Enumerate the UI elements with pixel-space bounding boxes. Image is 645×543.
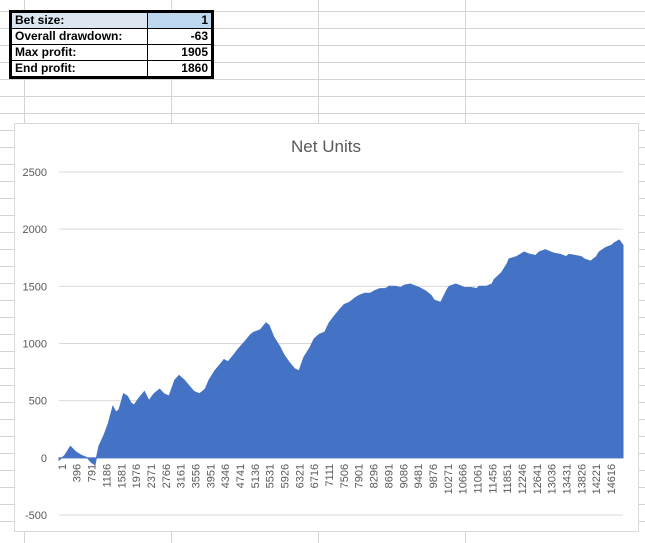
table-row: End profit: 1860 (11, 60, 212, 77)
x-tick-label: 11456 (487, 464, 499, 494)
x-tick-label: 3161 (176, 464, 188, 488)
end-profit-value[interactable]: 1860 (147, 60, 212, 77)
x-tick-label: 13431 (562, 464, 574, 495)
x-tick-label: 4741 (235, 464, 247, 488)
end-profit-label[interactable]: End profit: (11, 60, 148, 77)
x-tick-label: 7111 (324, 464, 336, 487)
x-tick-label: 8691 (383, 464, 395, 488)
x-axis-ticks: 1 396 791 1186 1581 1976 2371 2766 3161 3556 3951 4… (57, 464, 618, 495)
x-tick-label: 2766 (161, 464, 173, 488)
x-tick-label: 9481 (413, 464, 425, 488)
bet-size-value[interactable]: 1 (147, 12, 212, 29)
x-tick-label: 13036 (547, 464, 559, 495)
table-row: Max profit: 1905 (11, 44, 212, 61)
x-tick-label: 396 (72, 464, 84, 482)
x-tick-label: 12246 (517, 464, 529, 495)
x-tick-label: 5136 (250, 464, 262, 488)
y-tick-label: 1000 (23, 339, 47, 351)
series-area (58, 239, 624, 466)
y-tick-label: 2000 (23, 224, 47, 236)
x-tick-label: 5531 (265, 464, 277, 488)
x-tick-label: 10271 (443, 464, 455, 495)
chart-area[interactable]: Net Units -500 0 500 1000 1500 2000 2500 1 396 7… (14, 123, 639, 532)
x-tick-label: 10666 (458, 464, 470, 495)
x-tick-label: 9086 (398, 464, 410, 488)
max-profit-label[interactable]: Max profit: (11, 44, 148, 61)
y-tick-label: 0 (41, 453, 47, 465)
x-tick-label: 3556 (191, 464, 203, 488)
x-tick-label: 7901 (354, 464, 366, 488)
x-tick-label: 12641 (532, 464, 544, 495)
x-tick-label: 791 (87, 464, 99, 482)
bet-size-label[interactable]: Bet size: (11, 12, 148, 29)
x-tick-label: 2371 (146, 464, 158, 488)
x-tick-label: 5926 (280, 464, 292, 488)
y-axis-ticks: -500 0 500 1000 1500 2000 2500 (23, 167, 47, 522)
x-tick-label: 1976 (131, 464, 143, 488)
table-row: Bet size: 1 (11, 12, 212, 29)
max-profit-value[interactable]: 1905 (147, 44, 212, 61)
x-tick-label: 14616 (606, 464, 618, 495)
x-tick-label: 4346 (220, 464, 232, 488)
x-tick-label: 6321 (294, 464, 306, 488)
overall-drawdown-label[interactable]: Overall drawdown: (11, 28, 148, 45)
stats-table: Bet size: 1 Overall drawdown: -63 Max pr… (9, 10, 214, 79)
x-tick-label: 1 (57, 464, 69, 470)
overall-drawdown-value[interactable]: -63 (147, 28, 212, 45)
net-units-series[interactable] (58, 239, 624, 466)
x-tick-label: 6716 (309, 464, 321, 488)
x-tick-label: 11061 (473, 464, 485, 494)
table-row: Overall drawdown: -63 (11, 28, 212, 45)
y-tick-label: 1500 (23, 281, 47, 293)
y-tick-label: -500 (25, 510, 47, 522)
chart-title: Net Units (291, 137, 361, 156)
x-tick-label: 1581 (116, 464, 128, 488)
x-tick-label: 9876 (428, 464, 440, 488)
x-tick-label: 1186 (101, 464, 113, 488)
x-tick-label: 7506 (339, 464, 351, 488)
x-tick-label: 8296 (369, 464, 381, 488)
x-tick-label: 14221 (591, 464, 603, 495)
x-tick-label: 13826 (576, 464, 588, 495)
y-tick-label: 2500 (23, 167, 47, 179)
y-tick-label: 500 (29, 396, 47, 408)
x-tick-label: 3951 (205, 464, 217, 488)
x-tick-label: 11851 (502, 464, 514, 494)
